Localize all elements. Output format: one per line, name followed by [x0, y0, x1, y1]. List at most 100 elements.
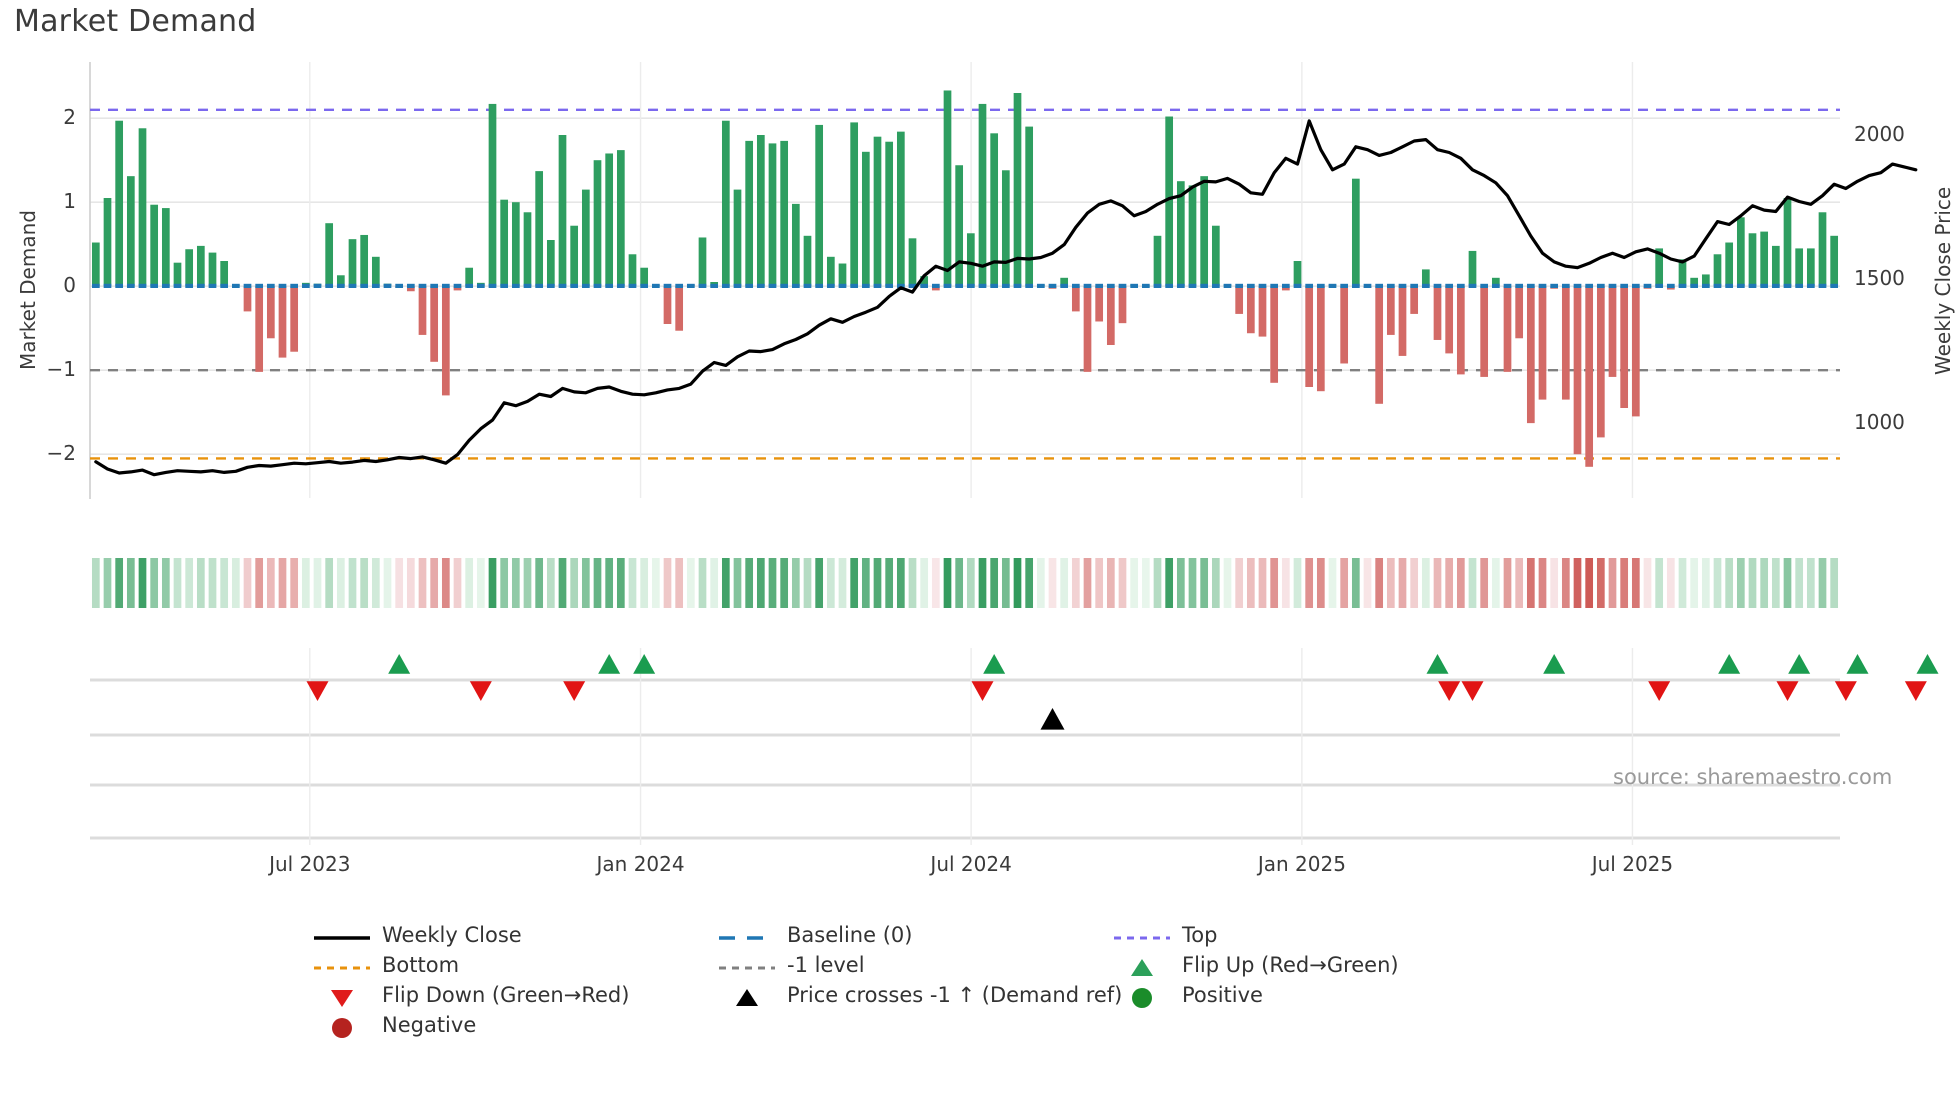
heatmap-cell [1235, 558, 1244, 608]
baseline-stub [1328, 283, 1337, 288]
legend-label: Baseline (0) [787, 923, 913, 947]
baseline-stub [418, 283, 427, 288]
legend-key-circle-icon [310, 1015, 374, 1039]
baseline-stub [1001, 283, 1010, 288]
flip-up-marker [1916, 654, 1939, 674]
bar-negative [1456, 286, 1465, 375]
bar-positive [756, 135, 765, 287]
flip-down-marker [1834, 681, 1857, 701]
bar-positive [383, 283, 392, 287]
bar-positive [1176, 181, 1185, 287]
bar-positive [1060, 277, 1069, 287]
legend-label: Flip Down (Green→Red) [382, 983, 630, 1007]
bar-positive [838, 263, 847, 287]
bar-negative [406, 286, 415, 292]
heatmap-cell [686, 558, 695, 608]
bar-negative [1433, 286, 1442, 340]
heatmap-cell [1141, 558, 1150, 608]
y-tick-left-4: −2 [46, 441, 76, 466]
heatmap-cell [1095, 558, 1104, 608]
baseline-stub [1445, 283, 1454, 288]
heatmap-cell [1410, 558, 1419, 608]
baseline-stub [546, 283, 555, 288]
bar-positive [1211, 225, 1220, 287]
baseline-stub [500, 283, 509, 288]
heatmap-cell [640, 558, 649, 608]
bar-negative [1445, 286, 1454, 354]
bar-negative [1515, 286, 1524, 339]
baseline-stub [1515, 283, 1524, 288]
baseline-stub [115, 283, 124, 288]
flip-down-marker [1776, 681, 1799, 701]
heatmap-cell [1071, 558, 1080, 608]
baseline-stub [791, 283, 800, 288]
bar-negative [243, 286, 252, 312]
heatmap-cell [313, 558, 322, 608]
baseline-stub [453, 283, 462, 288]
baseline-stub [663, 283, 672, 288]
baseline-stub [325, 283, 334, 288]
bar-positive [371, 256, 380, 287]
baseline-stub [185, 283, 194, 288]
bar-negative [418, 286, 427, 335]
heatmap-cell [931, 558, 940, 608]
baseline-stub [360, 283, 369, 288]
legend-label: Flip Up (Red→Green) [1182, 953, 1399, 977]
baseline-stub [1188, 283, 1197, 288]
bar-negative [1550, 286, 1559, 289]
baseline-stub [558, 283, 567, 288]
baseline-stub [1678, 283, 1687, 288]
bar-negative [1106, 286, 1115, 345]
heatmap-cell [150, 558, 159, 608]
heatmap-cell [955, 558, 964, 608]
bar-positive [185, 249, 194, 287]
heatmap-cell [990, 558, 999, 608]
bar-positive [570, 225, 579, 287]
x-tick-0: Jul 2023 [269, 852, 351, 876]
legend-key-triangle-up-icon [715, 985, 779, 1009]
bar-positive [850, 122, 859, 287]
heatmap-cell [628, 558, 637, 608]
bar-negative [1538, 286, 1547, 400]
flip-up-marker [598, 654, 621, 674]
heatmap-cell [91, 558, 100, 608]
baseline-stub [745, 283, 754, 288]
baseline-stub [990, 283, 999, 288]
heatmap-cell [266, 558, 275, 608]
flip-down-marker [469, 681, 492, 701]
heatmap-cell [1200, 558, 1209, 608]
baseline-stub [885, 283, 894, 288]
heatmap-cell [1690, 558, 1699, 608]
y-tick-right-2: 1000 [1854, 409, 1905, 434]
bar-positive [1655, 248, 1664, 287]
heatmap-cell [920, 558, 929, 608]
bar-positive [616, 150, 625, 287]
heatmap-cell [593, 558, 602, 608]
bar-positive [91, 242, 100, 287]
bar-negative [1573, 286, 1582, 455]
baseline-stub [826, 283, 835, 288]
heatmap-cell [1515, 558, 1524, 608]
bar-positive [325, 223, 334, 287]
bar-positive [966, 233, 975, 287]
heatmap-cell [441, 558, 450, 608]
bar-positive [955, 165, 964, 287]
bar-negative [1235, 286, 1244, 314]
baseline-stub [605, 283, 614, 288]
y-axis-right-label: Weekly Close Price [1931, 186, 1955, 375]
baseline-stub [1200, 283, 1209, 288]
baseline-stub [721, 283, 730, 288]
bar-negative [1305, 286, 1314, 387]
heatmap-cell [138, 558, 147, 608]
bar-negative [1048, 286, 1057, 289]
bar-negative [1386, 286, 1395, 335]
heatmap-cell [1701, 558, 1710, 608]
baseline-stub [430, 283, 439, 288]
flip-up-marker [633, 654, 656, 674]
bar-positive [721, 120, 730, 287]
flip-down-marker [563, 681, 586, 701]
bar-positive [1491, 277, 1500, 287]
price-cross-marker [1040, 708, 1065, 730]
baseline-stub [290, 283, 299, 288]
baseline-stub [313, 283, 322, 288]
